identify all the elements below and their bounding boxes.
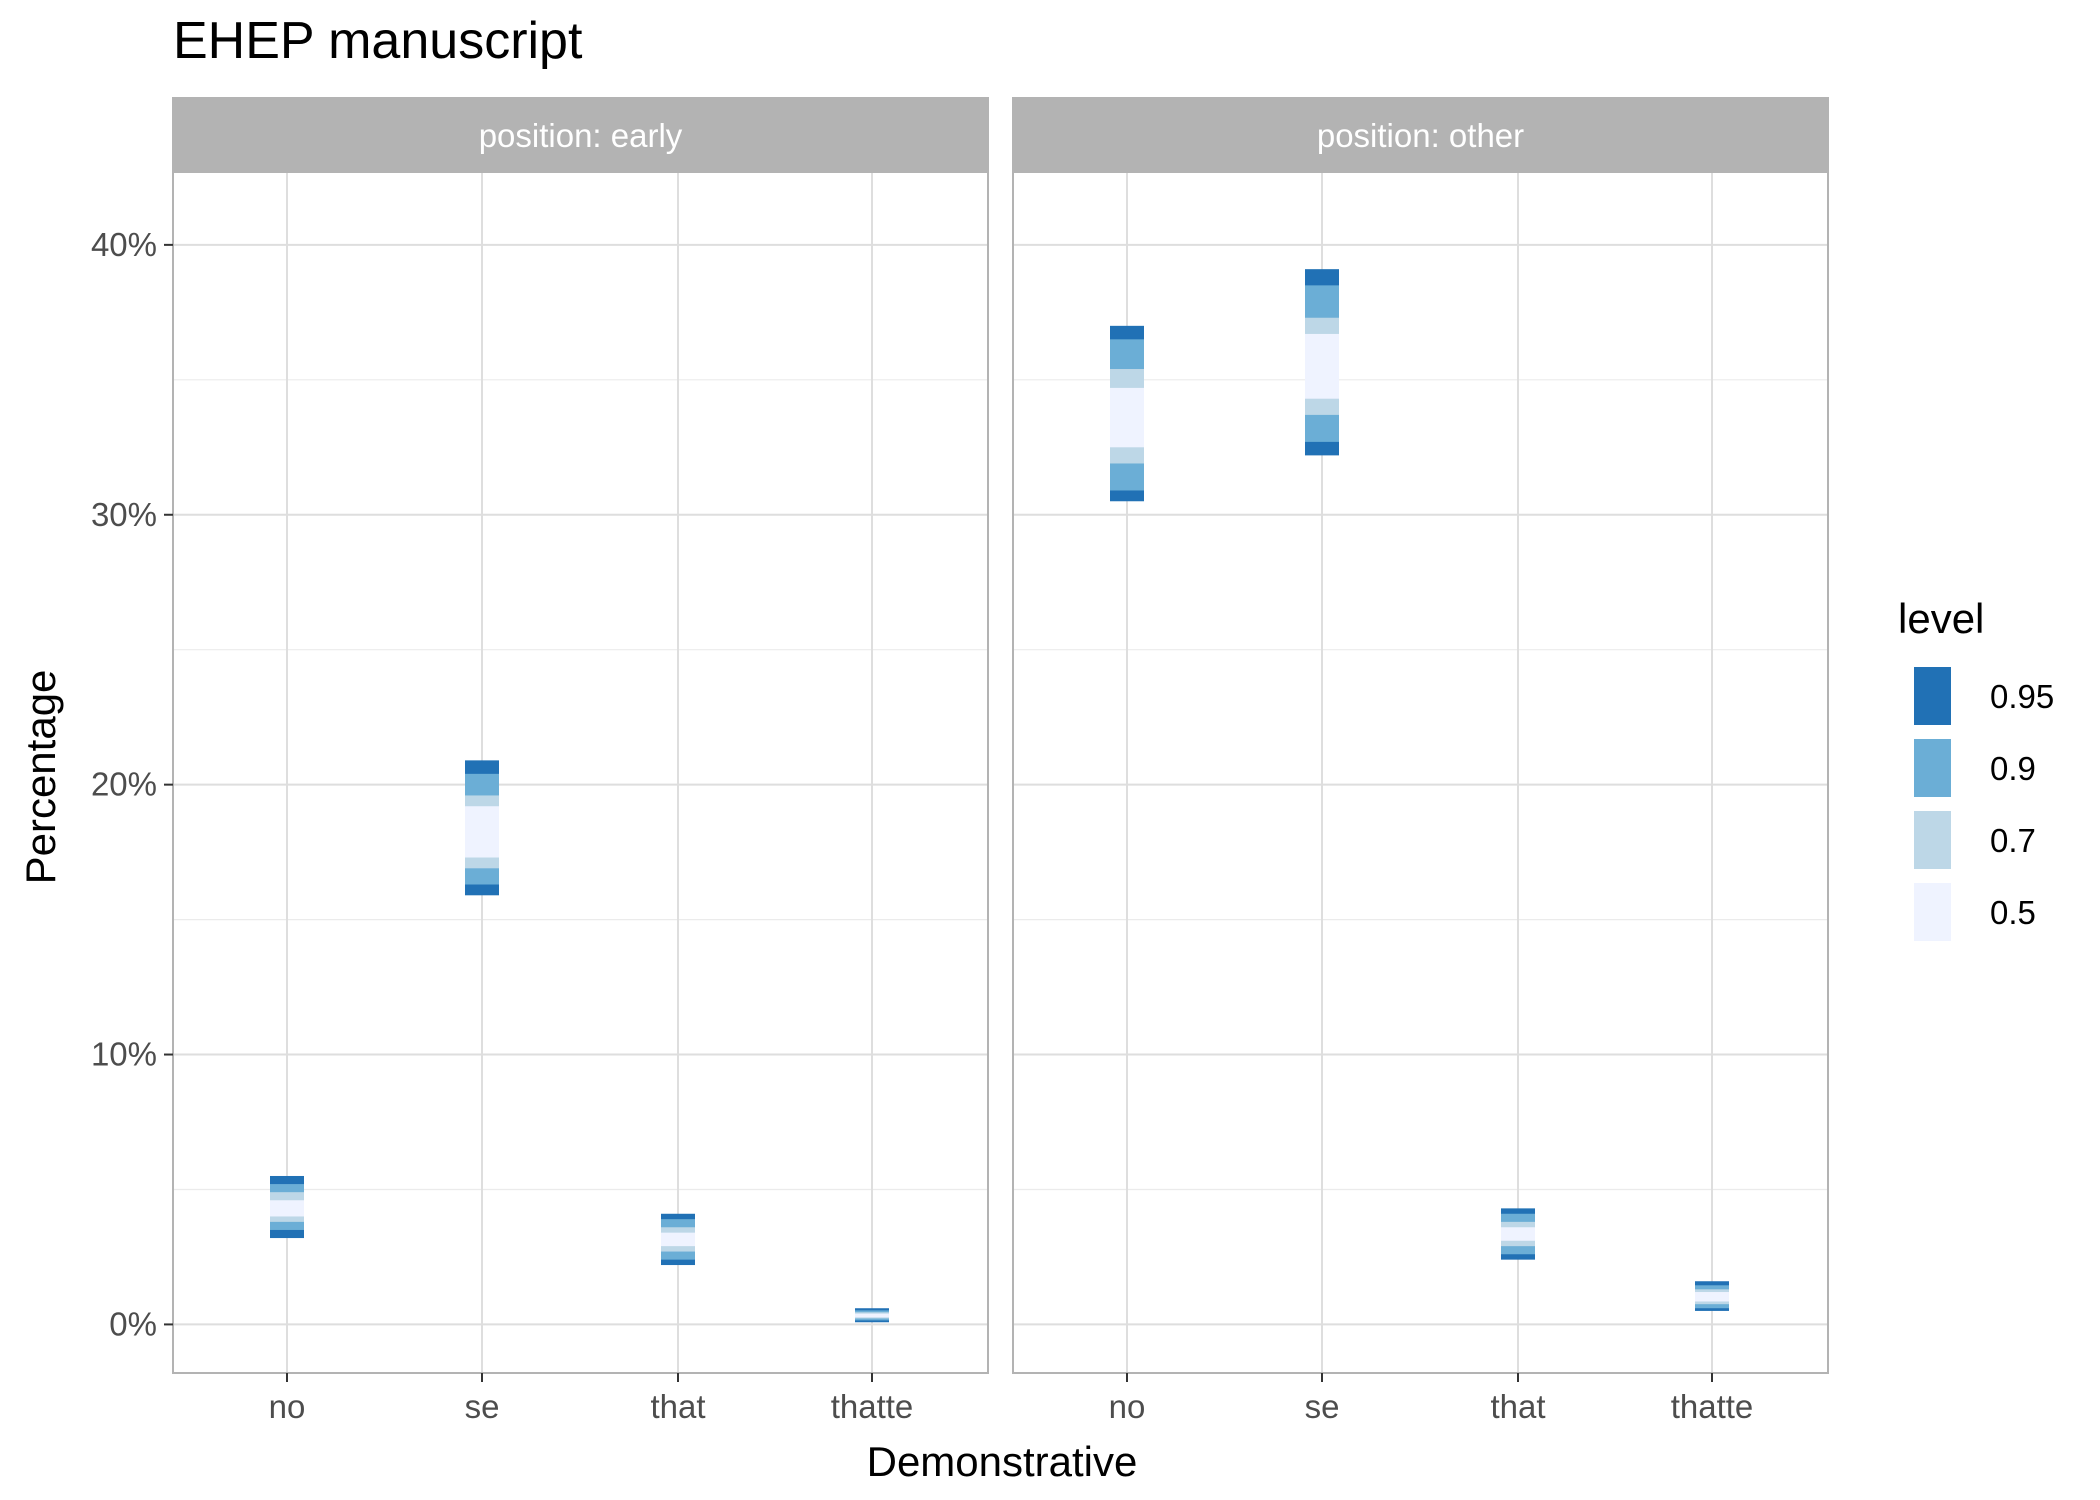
- legend-title: level: [1898, 595, 1984, 642]
- chart-title: EHEP manuscript: [173, 12, 583, 70]
- y-axis: 0% 10% 20% 30% 40%: [91, 226, 173, 1342]
- interval-thatte-50: [855, 1313, 889, 1318]
- x-tick-label: that: [650, 1388, 705, 1425]
- interval-that-50: [661, 1232, 695, 1247]
- interval-no-50: [270, 1200, 304, 1217]
- x-tick-label: no: [269, 1388, 306, 1425]
- legend-key-0.5: [1914, 883, 1951, 941]
- legend-label: 0.5: [1990, 894, 2036, 931]
- facet-panel-2: position: other no se that thatte: [1012, 97, 1829, 1425]
- interval-se-50: [465, 806, 499, 858]
- legend: level 0.95 0.9 0.7 0.5: [1898, 595, 2054, 941]
- legend-label: 0.95: [1990, 678, 2054, 715]
- y-tick-label: 0%: [109, 1305, 157, 1342]
- legend-label: 0.7: [1990, 822, 2036, 859]
- x-tick-label: thatte: [831, 1388, 914, 1425]
- facet-strip-label: position: early: [479, 117, 683, 154]
- legend-key-0.9: [1914, 739, 1951, 797]
- interval-no-50: [1110, 387, 1144, 448]
- y-tick-label: 40%: [91, 226, 157, 263]
- y-axis-title: Percentage: [17, 670, 64, 885]
- facet-strip: [172, 97, 989, 173]
- facet-strip: [1012, 97, 1829, 173]
- facet-panel-1: position: early no se that thatte: [172, 97, 989, 1425]
- x-axis-title: Demonstrative: [867, 1438, 1138, 1485]
- legend-key-0.95: [1914, 667, 1951, 725]
- legend-key-0.7: [1914, 811, 1951, 869]
- y-tick-label: 30%: [91, 496, 157, 533]
- x-tick-label: se: [1305, 1388, 1340, 1425]
- interval-that-50: [1501, 1227, 1535, 1241]
- facet-strip-label: position: other: [1317, 117, 1524, 154]
- interval-thatte-50: [1695, 1292, 1729, 1302]
- legend-label: 0.9: [1990, 750, 2036, 787]
- panel-background: [173, 172, 988, 1373]
- panel-background: [1013, 172, 1828, 1373]
- x-tick-label: that: [1490, 1388, 1545, 1425]
- x-tick-label: no: [1109, 1388, 1146, 1425]
- interval-se-50: [1305, 333, 1339, 399]
- y-tick-label: 10%: [91, 1036, 157, 1073]
- x-tick-label: thatte: [1671, 1388, 1754, 1425]
- x-tick-label: se: [465, 1388, 500, 1425]
- y-tick-label: 20%: [91, 766, 157, 803]
